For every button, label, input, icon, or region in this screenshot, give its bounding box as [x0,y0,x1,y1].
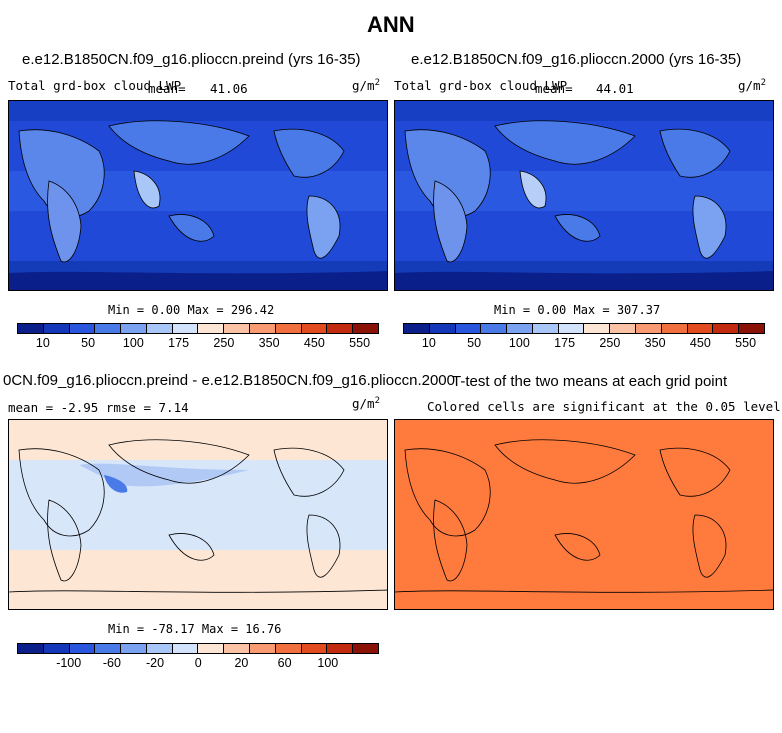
colorbar-tick-label: 10 [35,336,50,350]
colorbar-swatch [250,324,276,333]
colorbar-swatch [353,644,378,653]
colorbar-tick-label: 0 [194,656,202,670]
colorbar-swatch [353,324,378,333]
panel1-map [8,100,388,291]
colorbar-tick-label: 450 [303,336,325,350]
panel1-title: e.e12.B1850CN.f09_g16.plioccn.preind (yr… [22,51,361,68]
colorbar-swatch [43,644,70,653]
colorbar-swatch [327,644,354,653]
colorbar-swatch [250,644,276,653]
colorbar-swatch [198,324,225,333]
colorbar-tick-label: 350 [644,336,666,350]
colorbar-swatch [275,644,302,653]
colorbar-swatch [301,324,328,333]
colorbar-tick-label: -20 [146,656,165,670]
colorbar-tick-label: 350 [258,336,280,350]
colorbar-swatch [43,324,70,333]
figure-title: ANN [367,12,415,37]
colorbar-swatch [18,324,44,333]
colorbar-swatch [95,644,122,653]
panel4-subtitle: Colored cells are significant at the 0.0… [427,399,781,414]
colorbar-swatch [558,324,585,333]
colorbar-swatch [172,644,199,653]
panel2-map [394,100,774,291]
panel1-colorbar [17,323,379,334]
panel2-colorbar [403,323,765,334]
colorbar-tick-label: 450 [689,336,711,350]
panel3-colorbar [17,643,379,654]
colorbar-swatch [429,324,456,333]
panel1-mean-label: mean= [148,81,186,96]
colorbar-swatch [404,324,430,333]
colorbar-tick-label: 100 [508,336,530,350]
colorbar-swatch [661,324,688,333]
colorbar-tick-label: 550 [349,336,371,350]
colorbar-swatch [481,324,508,333]
colorbar-swatch [455,324,482,333]
panel2-units: g/m2 [738,78,766,94]
colorbar-swatch [69,324,96,333]
panel2-map-svg [395,101,773,290]
panel3-map [8,419,388,610]
panel1-minmax: Min = 0.00 Max = 296.42 [108,303,275,317]
colorbar-swatch [95,324,122,333]
colorbar-tick-label: 100 [317,656,339,670]
colorbar-swatch [69,644,96,653]
colorbar-swatch [327,324,354,333]
colorbar-tick-label: 20 [234,656,249,670]
colorbar-tick-label: 60 [277,656,292,670]
panel3-map-svg [9,420,387,609]
panel2-title: e.e12.B1850CN.f09_g16.plioccn.2000 (yrs … [411,51,742,68]
panel2-mean-label: mean= [535,81,573,96]
panel3-title: 0CN.f09_g16.plioccn.preind - e.e12.B1850… [3,372,455,389]
colorbar-tick-label: 175 [168,336,190,350]
colorbar-tick-label: 100 [122,336,144,350]
colorbar-tick-label: 550 [735,336,757,350]
panel4-map-svg [395,420,773,609]
colorbar-swatch [121,324,147,333]
colorbar-swatch [584,324,611,333]
panel4-map [394,419,774,610]
panel3-minmax: Min = -78.17 Max = 16.76 [108,622,282,636]
colorbar-swatch [713,324,740,333]
panel3-stats: mean = -2.95 rmse = 7.14 [8,400,189,415]
panel3-units: g/m2 [352,396,380,412]
colorbar-tick-label: 250 [213,336,235,350]
panel4-title: T-test of the two means at each grid poi… [452,373,728,390]
colorbar-swatch [146,324,173,333]
panel2-variable: Total grd-box cloud LWP [394,78,568,93]
colorbar-swatch [507,324,533,333]
colorbar-swatch [224,324,251,333]
panel1-map-svg [9,101,387,290]
colorbar-swatch [301,644,328,653]
colorbar-tick-label: 250 [599,336,621,350]
colorbar-swatch [198,644,225,653]
colorbar-swatch [739,324,764,333]
colorbar-swatch [172,324,199,333]
colorbar-swatch [275,324,302,333]
colorbar-tick-label: -100 [56,656,82,670]
colorbar-swatch [532,324,559,333]
colorbar-swatch [146,644,173,653]
colorbar-tick-label: 50 [81,336,96,350]
colorbar-swatch [18,644,44,653]
panel1-units: g/m2 [352,78,380,94]
panel2-mean-value: 44.01 [596,81,634,96]
colorbar-swatch [636,324,662,333]
panel2-minmax: Min = 0.00 Max = 307.37 [494,303,661,317]
colorbar-swatch [610,324,637,333]
colorbar-tick-label: 50 [467,336,482,350]
colorbar-tick-label: -60 [102,656,121,670]
colorbar-swatch [224,644,251,653]
colorbar-swatch [121,644,147,653]
colorbar-swatch [687,324,714,333]
colorbar-tick-label: 10 [421,336,436,350]
panel1-mean-value: 41.06 [210,81,248,96]
colorbar-tick-label: 175 [554,336,576,350]
panel1-variable: Total grd-box cloud LWP [8,78,182,93]
